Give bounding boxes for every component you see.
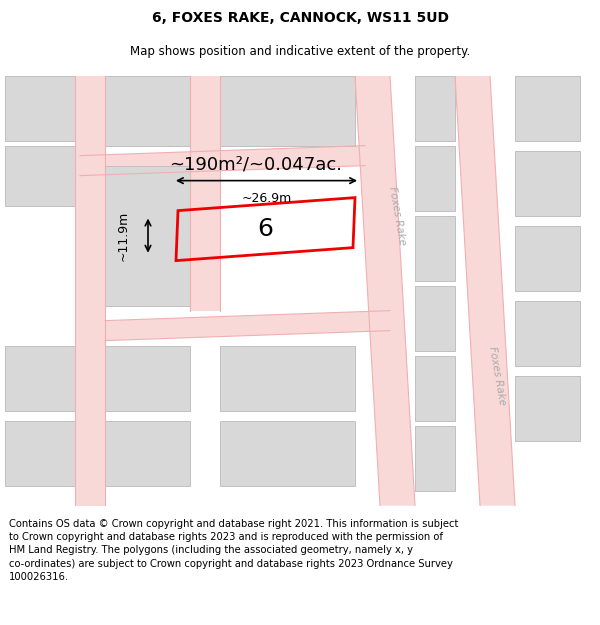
Polygon shape xyxy=(415,146,455,211)
Polygon shape xyxy=(355,76,415,506)
Polygon shape xyxy=(105,421,190,486)
Polygon shape xyxy=(220,346,355,411)
Text: 6: 6 xyxy=(257,217,274,241)
Polygon shape xyxy=(190,76,220,311)
Text: ~26.9m: ~26.9m xyxy=(241,192,292,205)
Polygon shape xyxy=(515,301,580,366)
Text: Foxes Rake: Foxes Rake xyxy=(387,186,407,246)
Text: ~190m²/~0.047ac.: ~190m²/~0.047ac. xyxy=(169,155,342,173)
Polygon shape xyxy=(515,151,580,216)
Polygon shape xyxy=(105,166,190,306)
Polygon shape xyxy=(5,346,75,411)
Text: Map shows position and indicative extent of the property.: Map shows position and indicative extent… xyxy=(130,45,470,58)
Polygon shape xyxy=(105,311,390,341)
Polygon shape xyxy=(75,76,105,506)
Polygon shape xyxy=(415,286,455,351)
Polygon shape xyxy=(5,421,75,486)
Text: 6, FOXES RAKE, CANNOCK, WS11 5UD: 6, FOXES RAKE, CANNOCK, WS11 5UD xyxy=(151,11,449,26)
Text: Foxes Rake: Foxes Rake xyxy=(487,346,507,406)
Polygon shape xyxy=(5,76,75,141)
Polygon shape xyxy=(515,376,580,441)
Polygon shape xyxy=(415,356,455,421)
Polygon shape xyxy=(415,426,455,491)
Polygon shape xyxy=(5,146,75,206)
Polygon shape xyxy=(80,146,365,176)
Polygon shape xyxy=(415,76,455,141)
Polygon shape xyxy=(220,76,355,146)
Polygon shape xyxy=(220,421,355,486)
Text: Contains OS data © Crown copyright and database right 2021. This information is : Contains OS data © Crown copyright and d… xyxy=(9,519,458,582)
Polygon shape xyxy=(415,216,455,281)
Polygon shape xyxy=(515,226,580,291)
Polygon shape xyxy=(515,76,580,141)
Polygon shape xyxy=(105,346,190,411)
Polygon shape xyxy=(455,76,515,506)
Text: ~11.9m: ~11.9m xyxy=(116,211,130,261)
Polygon shape xyxy=(105,76,190,146)
